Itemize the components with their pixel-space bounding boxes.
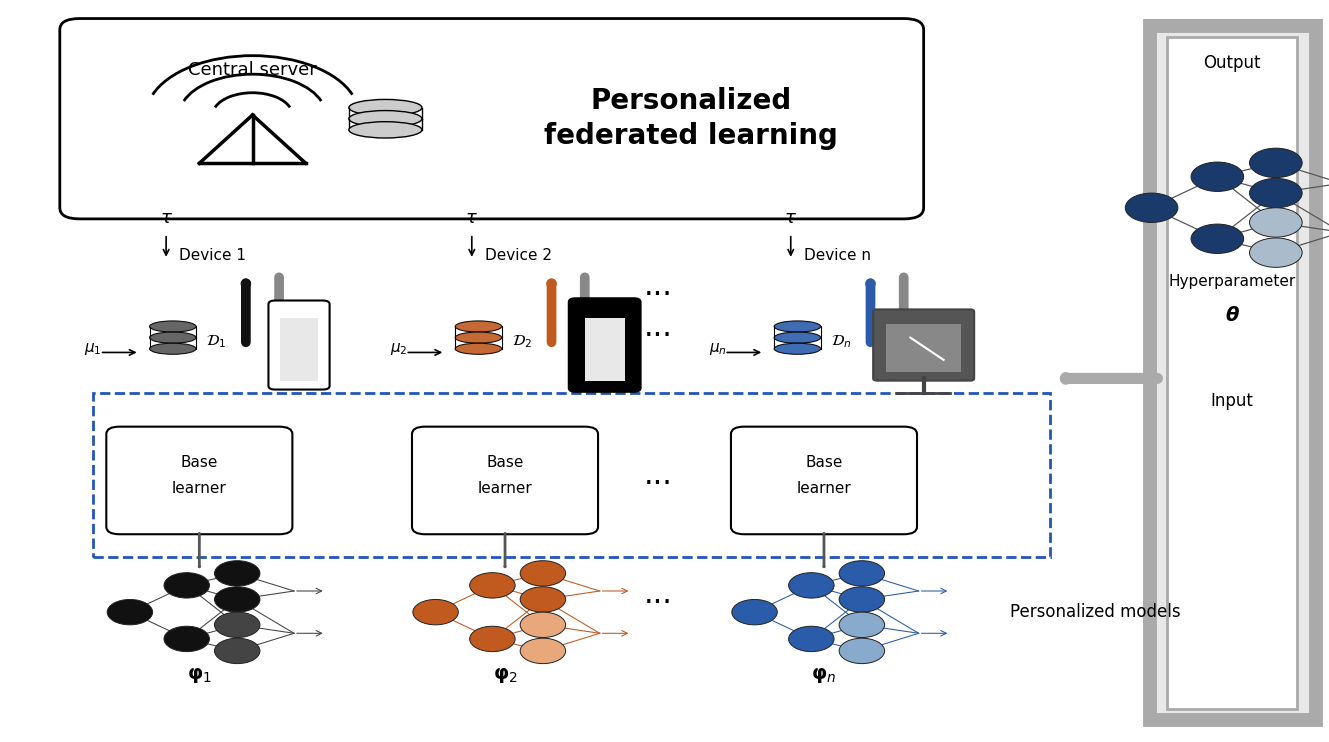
Text: ···: ··· <box>643 589 672 618</box>
Circle shape <box>163 626 210 651</box>
Text: $\boldsymbol{\theta}$: $\boldsymbol{\theta}$ <box>1224 306 1240 325</box>
Ellipse shape <box>455 321 502 332</box>
Text: Device 2: Device 2 <box>485 248 552 263</box>
Ellipse shape <box>455 332 502 343</box>
Ellipse shape <box>149 321 197 332</box>
Circle shape <box>520 612 566 637</box>
FancyBboxPatch shape <box>873 309 974 381</box>
Text: $\tau$: $\tau$ <box>784 209 797 226</box>
Text: $\boldsymbol{\varphi}_1$: $\boldsymbol{\varphi}_1$ <box>187 666 211 685</box>
FancyBboxPatch shape <box>412 427 598 534</box>
Circle shape <box>1191 162 1244 191</box>
Text: $\mathcal{D}_1$: $\mathcal{D}_1$ <box>206 333 226 349</box>
Text: Device 1: Device 1 <box>179 248 246 263</box>
Circle shape <box>214 561 260 586</box>
Text: $\tau$: $\tau$ <box>465 209 478 226</box>
Circle shape <box>214 587 260 612</box>
Ellipse shape <box>773 332 821 343</box>
Text: $\tau$: $\tau$ <box>159 209 173 226</box>
Circle shape <box>788 626 835 651</box>
Circle shape <box>108 600 153 625</box>
Text: $\mu_n$: $\mu_n$ <box>708 341 727 358</box>
Circle shape <box>1249 208 1302 237</box>
Circle shape <box>1126 193 1177 223</box>
Text: learner: learner <box>477 482 533 496</box>
Ellipse shape <box>149 343 197 355</box>
FancyBboxPatch shape <box>106 427 292 534</box>
Ellipse shape <box>348 99 421 116</box>
Circle shape <box>839 587 885 612</box>
Bar <box>886 324 961 372</box>
Circle shape <box>469 573 516 598</box>
Circle shape <box>839 561 885 586</box>
Text: $\mathcal{D}_n$: $\mathcal{D}_n$ <box>831 333 851 349</box>
Circle shape <box>1249 178 1302 208</box>
Text: Base: Base <box>486 456 524 470</box>
Circle shape <box>214 612 260 637</box>
Ellipse shape <box>773 343 821 355</box>
Text: Output: Output <box>1203 54 1261 72</box>
Circle shape <box>214 638 260 663</box>
Ellipse shape <box>348 122 421 138</box>
Circle shape <box>1191 224 1244 254</box>
Ellipse shape <box>348 111 421 127</box>
Bar <box>280 318 318 381</box>
Text: learner: learner <box>796 482 852 496</box>
Circle shape <box>163 573 210 598</box>
Text: Input: Input <box>1211 392 1253 410</box>
Circle shape <box>839 638 885 663</box>
FancyBboxPatch shape <box>1150 26 1316 720</box>
Text: ···: ··· <box>643 281 672 310</box>
Text: $\mathcal{D}_2$: $\mathcal{D}_2$ <box>512 333 532 349</box>
Text: Device n: Device n <box>804 248 870 263</box>
Circle shape <box>520 587 566 612</box>
Circle shape <box>1249 148 1302 177</box>
Text: ···: ··· <box>643 470 672 499</box>
Text: Central server: Central server <box>189 62 316 79</box>
FancyBboxPatch shape <box>268 301 330 390</box>
Text: $\mu_1$: $\mu_1$ <box>84 341 102 358</box>
Text: $\boldsymbol{\varphi}_n$: $\boldsymbol{\varphi}_n$ <box>812 666 836 685</box>
Text: $\mu_2$: $\mu_2$ <box>389 341 408 358</box>
Text: learner: learner <box>171 482 227 496</box>
Circle shape <box>520 561 566 586</box>
Circle shape <box>413 600 459 625</box>
FancyBboxPatch shape <box>731 427 917 534</box>
Text: $\boldsymbol{\varphi}_2$: $\boldsymbol{\varphi}_2$ <box>493 666 517 685</box>
Ellipse shape <box>773 321 821 332</box>
FancyBboxPatch shape <box>60 19 924 219</box>
Circle shape <box>469 626 516 651</box>
Circle shape <box>520 638 566 663</box>
Bar <box>585 318 625 381</box>
Text: Personalized
federated learning: Personalized federated learning <box>544 88 839 150</box>
Circle shape <box>788 573 835 598</box>
Text: Personalized models: Personalized models <box>1010 603 1180 621</box>
Text: ···: ··· <box>643 322 672 351</box>
FancyBboxPatch shape <box>1167 37 1297 709</box>
Circle shape <box>1249 238 1302 267</box>
Ellipse shape <box>149 332 197 343</box>
Circle shape <box>732 600 777 625</box>
Circle shape <box>839 612 885 637</box>
Text: Base: Base <box>805 456 843 470</box>
Text: Base: Base <box>181 456 218 470</box>
Ellipse shape <box>455 343 502 355</box>
FancyBboxPatch shape <box>569 298 641 392</box>
Text: Hyperparameter: Hyperparameter <box>1168 275 1296 289</box>
